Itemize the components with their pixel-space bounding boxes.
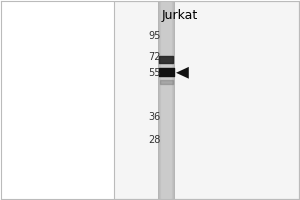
Text: 28: 28	[148, 135, 161, 145]
Text: 55: 55	[148, 68, 161, 78]
Polygon shape	[176, 67, 189, 79]
Bar	[114, 1, 298, 199]
Text: 36: 36	[148, 112, 160, 122]
Text: 72: 72	[148, 52, 161, 62]
Text: Jurkat: Jurkat	[162, 9, 198, 22]
Text: 95: 95	[148, 31, 161, 41]
